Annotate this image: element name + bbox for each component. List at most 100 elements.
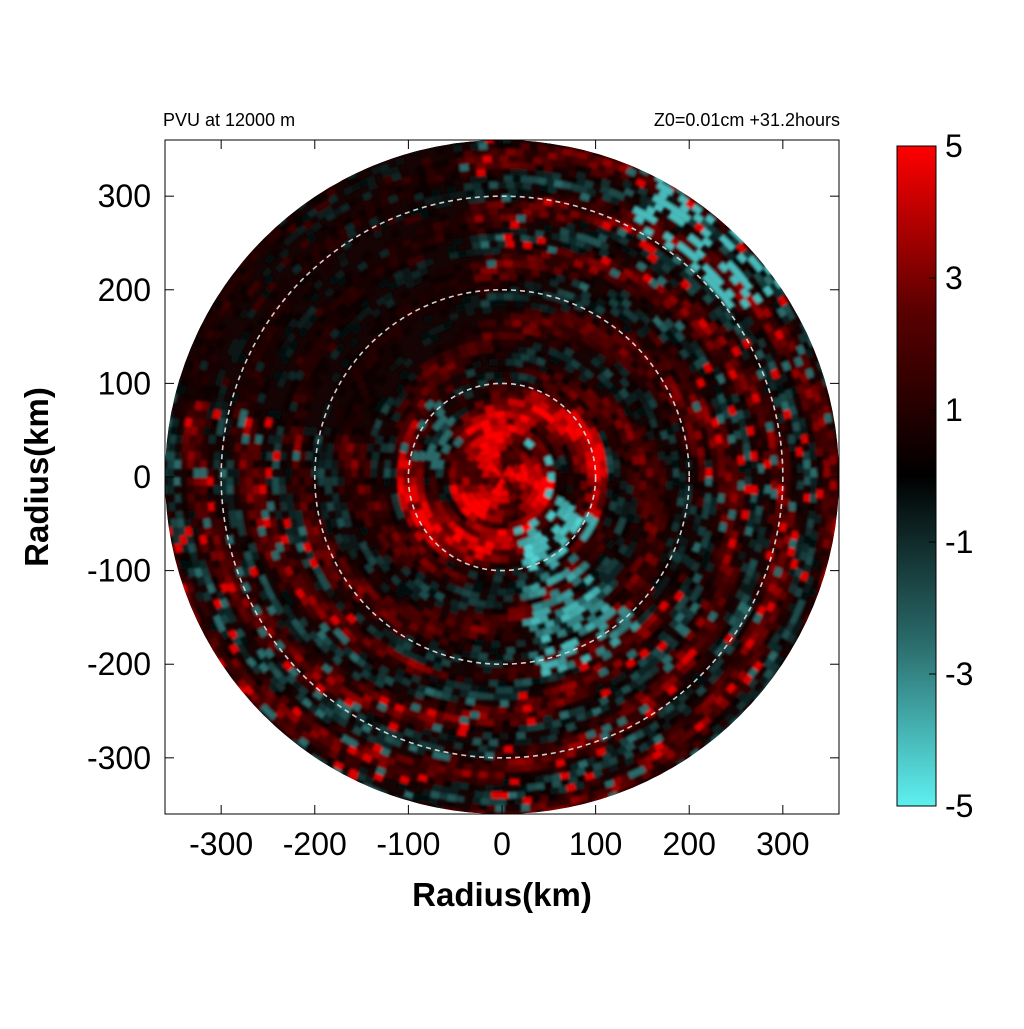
heatmap-cell: [498, 477, 503, 484]
heatmap-cell: [311, 341, 322, 353]
heatmap-cell: [718, 281, 730, 293]
heatmap-cell: [493, 253, 502, 261]
heatmap-cell: [445, 451, 455, 462]
heatmap-cell: [468, 467, 477, 478]
heatmap-cell: [628, 725, 640, 736]
heatmap-cell: [371, 360, 383, 371]
heatmap-cell: [679, 626, 691, 638]
heatmap-cell: [677, 497, 685, 507]
heatmap-cell: [661, 736, 672, 747]
heatmap-cell: [539, 762, 549, 770]
heatmap-cell: [719, 381, 729, 392]
heatmap-cell: [781, 542, 790, 553]
heatmap-cell: [626, 649, 638, 660]
heatmap-cell: [613, 211, 624, 222]
heatmap-cell: [739, 308, 750, 320]
heatmap-cell: [668, 529, 678, 540]
heatmap-cell: [542, 592, 553, 602]
heatmap-cell: [625, 484, 634, 495]
heatmap-cell: [516, 672, 526, 681]
heatmap-cell: [241, 597, 251, 609]
heatmap-cell: [503, 293, 513, 300]
heatmap-cell: [646, 745, 658, 756]
heatmap-cell: [298, 526, 307, 537]
heatmap-cell: [545, 422, 557, 434]
heatmap-cell: [536, 649, 547, 658]
heatmap-cell: [408, 622, 420, 633]
heatmap-cell: [499, 791, 509, 799]
heatmap-cell: [565, 326, 577, 337]
heatmap-cell: [770, 368, 780, 380]
heatmap-cell: [650, 375, 661, 387]
heatmap-cell: [344, 477, 352, 486]
heatmap-cell: [359, 274, 371, 286]
heatmap-cell: [441, 602, 452, 612]
heatmap-cell: [544, 413, 556, 424]
heatmap-cell: [712, 327, 724, 339]
heatmap-cell: [692, 572, 703, 584]
heatmap-cell: [564, 625, 576, 635]
heatmap-cell: [252, 460, 260, 470]
heatmap-cell: [777, 530, 786, 541]
heatmap-cell: [617, 337, 629, 348]
heatmap-cell: [736, 680, 748, 692]
heatmap-cell: [663, 318, 674, 329]
heatmap-cell: [611, 341, 623, 352]
heatmap-cell: [375, 509, 384, 520]
heatmap-cell: [372, 603, 384, 614]
heatmap-cell: [296, 518, 305, 529]
heatmap-cell: [659, 476, 667, 486]
heatmap-cell: [459, 451, 469, 463]
heatmap-cell: [391, 349, 403, 361]
heatmap-cell: [424, 399, 436, 411]
heatmap-cell: [708, 700, 719, 712]
heatmap-cell: [336, 641, 348, 652]
heatmap-cell: [539, 372, 551, 382]
heatmap-cell: [717, 581, 728, 592]
heatmap-cell: [484, 221, 494, 229]
heatmap-cell: [323, 707, 335, 718]
heatmap-cell: [306, 684, 318, 696]
heatmap-cell: [694, 347, 705, 359]
heatmap-cell: [399, 289, 410, 300]
heatmap-cell: [359, 387, 370, 399]
heatmap-cell: [579, 297, 591, 307]
heatmap-cell: [688, 580, 699, 592]
heatmap-cell: [697, 307, 709, 319]
heatmap-cell: [254, 510, 263, 520]
heatmap-cell: [527, 526, 538, 537]
heatmap-cell: [433, 568, 445, 579]
heatmap-cell: [661, 271, 673, 283]
heatmap-cell: [594, 304, 606, 315]
heatmap-cell: [246, 634, 258, 646]
heatmap-cell: [771, 337, 781, 349]
heatmap-cell: [507, 391, 518, 400]
heatmap-cell: [459, 163, 469, 172]
heatmap-cell: [635, 625, 647, 636]
heatmap-cell: [518, 572, 529, 581]
heatmap-cell: [428, 736, 439, 745]
heatmap-cell: [329, 614, 341, 626]
heatmap-cell: [663, 593, 675, 605]
heatmap-cell: [369, 276, 380, 287]
heatmap-cell: [366, 346, 378, 358]
heatmap-cell: [248, 434, 256, 445]
heatmap-cell: [618, 366, 630, 378]
heatmap-cell: [427, 443, 437, 454]
heatmap-cell: [399, 775, 410, 785]
heatmap-cell: [608, 557, 620, 569]
heatmap-cell: [346, 714, 358, 726]
heatmap-cell: [622, 422, 633, 433]
heatmap-cell: [463, 677, 474, 686]
heatmap-cell: [264, 417, 273, 428]
heatmap-cell: [471, 267, 482, 276]
heatmap-cell: [753, 360, 763, 372]
heatmap-cell: [444, 179, 455, 188]
heatmap-cell: [499, 700, 509, 707]
heatmap-cell: [341, 410, 351, 421]
heatmap-cell: [442, 779, 453, 788]
heatmap-cell: [259, 574, 269, 586]
heatmap-cell: [365, 680, 377, 691]
heatmap-cell: [327, 434, 337, 445]
heatmap-cell: [478, 234, 488, 242]
